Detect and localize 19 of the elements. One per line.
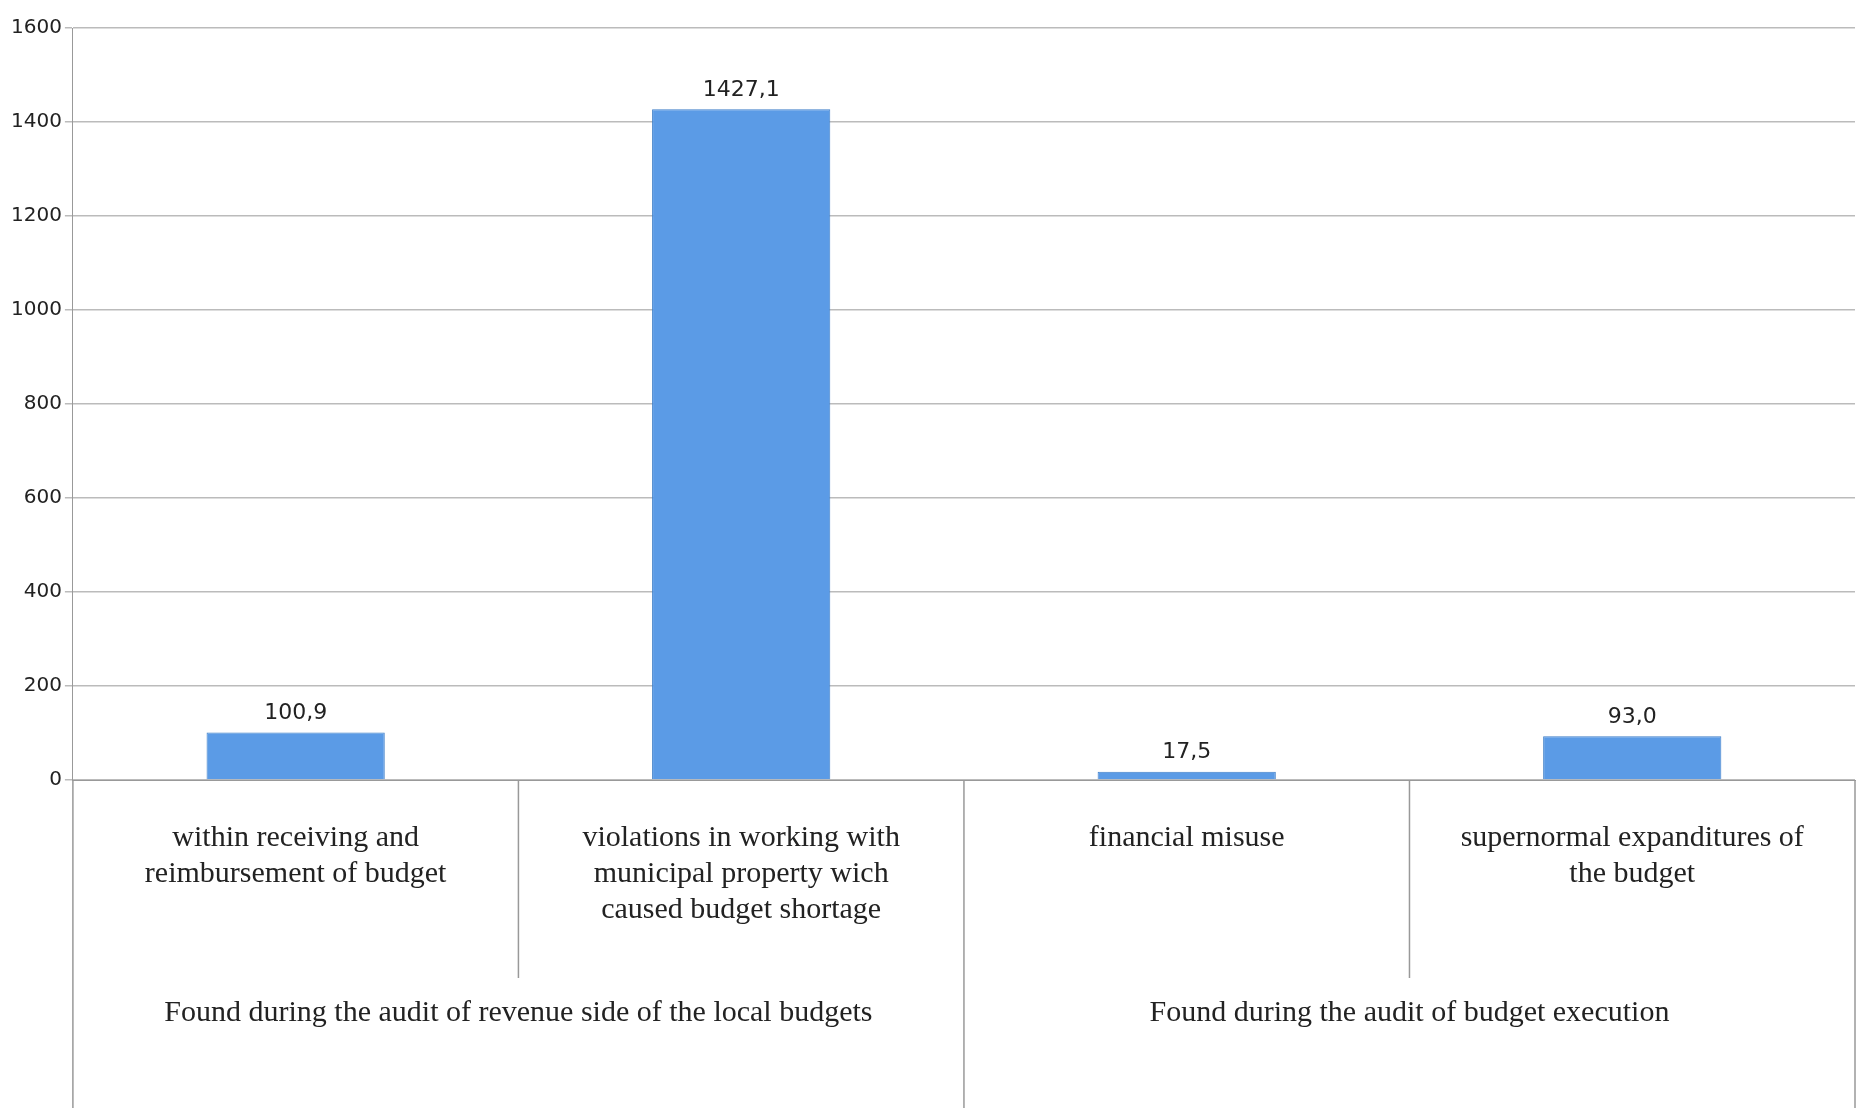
data-label: 100,9 bbox=[264, 699, 328, 725]
y-tick-label: 600 bbox=[23, 484, 62, 509]
y-tick-label: 1000 bbox=[10, 296, 62, 321]
text: Found during the audit of revenue side of the local budgets bbox=[164, 993, 873, 1027]
y-tick-label: 400 bbox=[23, 578, 62, 603]
y-tick-label: 0 bbox=[49, 766, 62, 791]
y-tick-label: 200 bbox=[23, 672, 62, 697]
x-tick-label: financial misuse bbox=[1088, 818, 1285, 852]
data-label: 1427,1 bbox=[702, 75, 780, 101]
y-tick-label: 1600 bbox=[10, 14, 62, 39]
x-tick-label: within receiving and reimbursement of budget bbox=[144, 818, 448, 888]
data-label: 93,0 bbox=[1607, 703, 1657, 729]
y-tick-label: 1200 bbox=[10, 202, 62, 227]
x-tick-label: supernormal expanditures of the budget bbox=[1460, 818, 1804, 888]
x-tick-label: violations in working with municipal property wich caused budget shortage bbox=[582, 818, 900, 924]
y-tick-label: 800 bbox=[23, 390, 62, 415]
y-tick-label: 1400 bbox=[10, 108, 62, 133]
data-label: 17,5 bbox=[1162, 738, 1212, 764]
text: Found during the audit of budget execution bbox=[1149, 993, 1670, 1027]
